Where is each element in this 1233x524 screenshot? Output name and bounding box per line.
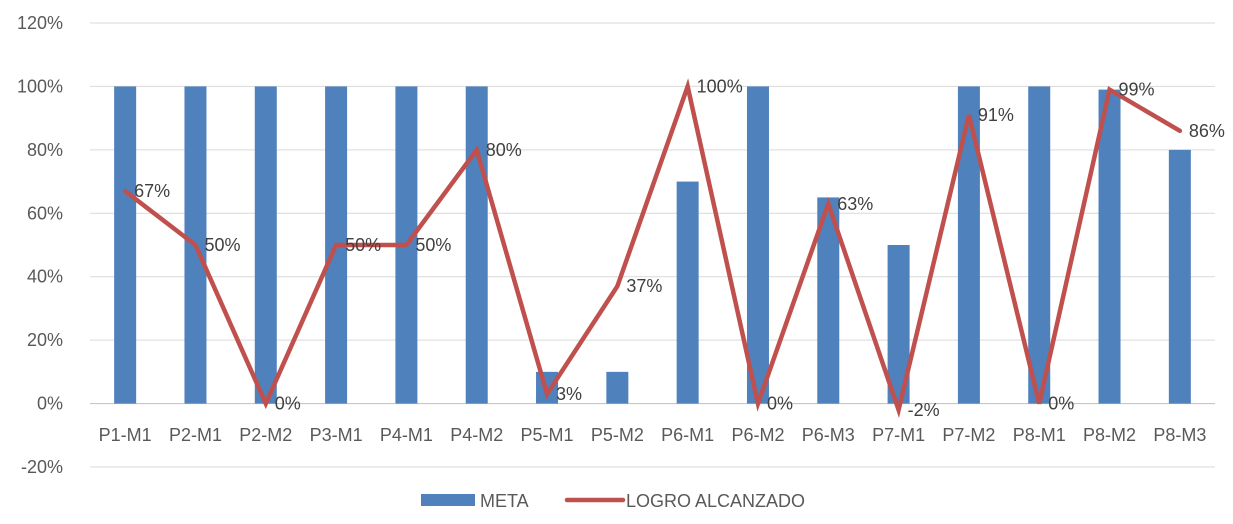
legend: META LOGRO ALCANZADO xyxy=(421,491,805,511)
logro-data-label: 0% xyxy=(1048,394,1074,414)
y-tick-label: 60% xyxy=(27,203,63,223)
x-tick-label: P4-M2 xyxy=(450,425,503,445)
logro-data-label: 3% xyxy=(556,384,582,404)
x-tick-label: P2-M2 xyxy=(239,425,292,445)
meta-bar xyxy=(1028,86,1051,404)
logro-data-label: 67% xyxy=(134,181,170,201)
logro-data-label: 0% xyxy=(275,394,301,414)
x-axis-tick-labels: P1-M1 P2-M1 P2-M2 P3-M1 P4-M1 P4-M2 P5-M1 P5-M2… xyxy=(99,425,1207,445)
legend-meta-swatch xyxy=(421,494,475,506)
logro-data-label: 50% xyxy=(345,235,381,255)
meta-bar xyxy=(465,86,488,404)
y-tick-label: -20% xyxy=(21,457,63,477)
logro-data-label: 37% xyxy=(626,276,662,296)
x-tick-label: P8-M1 xyxy=(1013,425,1066,445)
meta-bar xyxy=(746,86,769,404)
meta-bar xyxy=(606,371,629,404)
y-tick-label: 40% xyxy=(27,267,63,287)
logro-line xyxy=(122,78,1183,419)
x-tick-label: P8-M2 xyxy=(1083,425,1136,445)
logro-series-line xyxy=(122,78,1183,419)
x-tick-label: P3-M1 xyxy=(310,425,363,445)
meta-bar xyxy=(254,86,277,404)
x-tick-label: P5-M1 xyxy=(521,425,574,445)
y-tick-label: 100% xyxy=(17,76,63,96)
logro-data-label: 63% xyxy=(837,194,873,214)
x-tick-label: P7-M2 xyxy=(942,425,995,445)
logro-data-label: -2% xyxy=(908,400,940,420)
x-tick-label: P6-M1 xyxy=(661,425,714,445)
x-tick-label: P4-M1 xyxy=(380,425,433,445)
meta-bars xyxy=(114,86,1191,404)
logro-data-label: 100% xyxy=(697,76,743,96)
logro-data-label: 86% xyxy=(1189,121,1225,141)
x-tick-label: P8-M3 xyxy=(1153,425,1206,445)
x-tick-label: P5-M2 xyxy=(591,425,644,445)
x-tick-label: P7-M1 xyxy=(872,425,925,445)
meta-bar xyxy=(676,181,699,404)
x-tick-label: P6-M3 xyxy=(802,425,855,445)
y-tick-label: 20% xyxy=(27,330,63,350)
y-tick-label: 0% xyxy=(37,394,63,414)
legend-meta-label: META xyxy=(480,491,529,511)
meta-bar xyxy=(1098,89,1121,404)
data-labels: 67% 50% 0% 50% 50% 80% 3% 37% 100% 0% 63% -2% 91% 0% 9… xyxy=(134,76,1225,419)
y-axis-tick-labels: -20% 0% 20% 40% 60% 80% 100% 120% xyxy=(17,13,63,477)
logro-data-label: 50% xyxy=(204,235,240,255)
logro-data-label: 80% xyxy=(486,140,522,160)
logro-data-label: 0% xyxy=(767,394,793,414)
meta-bar xyxy=(114,86,137,404)
meta-bar xyxy=(887,245,910,404)
meta-bar xyxy=(817,197,840,404)
gridlines xyxy=(90,22,1215,468)
y-tick-label: 80% xyxy=(27,140,63,160)
legend-logro-label: LOGRO ALCANZADO xyxy=(626,491,805,511)
x-tick-label: P2-M1 xyxy=(169,425,222,445)
logro-data-label: 50% xyxy=(415,235,451,255)
logro-data-label: 99% xyxy=(1119,80,1155,100)
meta-bar xyxy=(957,86,980,404)
meta-bar xyxy=(1168,149,1191,404)
x-tick-label: P1-M1 xyxy=(99,425,152,445)
x-tick-label: P6-M2 xyxy=(731,425,784,445)
logro-data-label: 91% xyxy=(978,105,1014,125)
y-tick-label: 120% xyxy=(17,13,63,33)
